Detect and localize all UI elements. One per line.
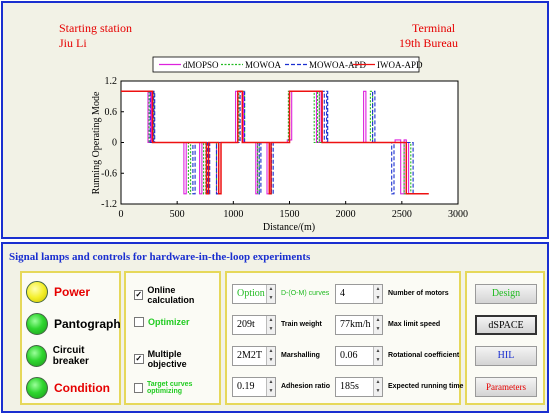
legend-label: IWOA-APD [377,60,423,70]
circuit-breaker-lamp-icon [26,345,47,367]
series-layer [121,90,429,195]
max-speed-spinner-icon[interactable]: ▲ ▼ [373,316,382,334]
marshalling-label: Marshalling [281,352,320,359]
y-tick-label: -0.6 [101,168,117,179]
lamp-pantograph: Pantograph [26,313,121,335]
motors-spinner-icon[interactable]: ▲ ▼ [373,285,382,303]
curves-label: D-(O-M) curves [281,290,330,297]
series-line-mowoa-apd [121,90,423,195]
controls-title: Signal lamps and controls for hardware-i… [9,251,311,263]
marshalling-field[interactable]: 2M2T ▲ ▼ [232,346,276,366]
train-weight-label: Train weight [281,321,322,328]
x-tick-label: 1000 [223,209,243,220]
design-button[interactable]: Design [475,284,537,304]
check-optimizer[interactable]: Optimizer [134,317,190,327]
bottom-panel: Signal lamps and controls for hardware-i… [1,242,549,413]
y-tick-label: 0.6 [105,107,118,118]
running-time-value: 185s [340,381,359,392]
terminal-block: Terminal 19th Bureau [399,21,458,51]
condition-lamp-icon [26,377,48,399]
adhesion-spinner-icon[interactable]: ▲ ▼ [266,378,275,396]
check-multiple-objective[interactable]: ✓ Multiple objective [134,349,219,369]
check-online-calculation[interactable]: ✓ Online calculation [134,285,219,305]
starting-station-block: Starting station Jiu Li [59,21,132,51]
legend-label: dMOPSO [183,60,219,70]
rotational-coefficient-field[interactable]: 0.06 ▲ ▼ [335,346,383,366]
marshalling-spinner-icon[interactable]: ▲ ▼ [266,347,275,365]
running-time-spinner-icon[interactable]: ▲ ▼ [373,378,382,396]
lamp-condition: Condition [26,377,110,399]
online-calculation-label: Online calculation [147,285,195,305]
hil-button[interactable]: HIL [475,346,537,366]
legend-entries: dMOPSO MOWOA MOWOA-APD IWOA-APD [159,60,423,70]
x-tick-label: 1500 [280,209,300,220]
adhesion-ratio-field[interactable]: 0.19 ▲ ▼ [232,377,276,397]
multiple-objective-label: Multiple objective [147,349,187,369]
max-speed-value: 77km/h [340,319,371,330]
option-dropdown-icon[interactable]: ▲ ▼ [266,285,275,303]
adhesion-ratio-value: 0.19 [237,381,255,392]
optimizer-label: Optimizer [148,317,190,327]
dspace-button[interactable]: dSPACE [475,315,537,335]
terminal-label: Terminal [412,21,456,35]
x-axis-label: Distance/(m) [263,222,315,233]
marshalling-value: 2M2T [237,350,262,361]
max-speed-label: Max limit speed [388,321,441,328]
running-time-label: Expected running time [388,383,464,390]
target-curves-checkbox[interactable] [134,383,143,393]
starting-station-name: Jiu Li [59,36,87,50]
max-speed-field[interactable]: 77km/h ▲ ▼ [335,315,383,335]
pantograph-lamp-icon [26,313,48,335]
online-calculation-checkbox[interactable]: ✓ [134,290,144,300]
train-weight-field[interactable]: 209t ▲ ▼ [232,315,276,335]
operating-mode-chart: 0 500 1000 1500 2000 2500 3000 1.2 0.6 0 -0.6 -1.2… [91,56,468,233]
running-time-field[interactable]: 185s ▲ ▼ [335,377,383,397]
signal-lamps-box: Power Pantograph Circuit breaker Conditi… [20,271,121,405]
option-select[interactable]: Option 2 ▲ ▼ [232,284,276,304]
y-tick-label: 0 [112,138,117,149]
motors-label: Number of motors [388,290,449,297]
parameters-box: Option 2 ▲ ▼ D-(O-M) curves 4 ▲ ▼ Number o… [225,271,464,405]
lamp-pantograph-label: Pantograph [54,317,121,331]
x-tick-label: 3000 [448,209,468,220]
optimizer-checkbox[interactable] [134,317,144,327]
rotational-coefficient-value: 0.06 [340,350,358,361]
motors-value: 4 [340,288,345,299]
train-weight-spinner-icon[interactable]: ▲ ▼ [266,316,275,334]
lamp-circuit-breaker: Circuit breaker [26,345,119,367]
motors-field[interactable]: 4 ▲ ▼ [335,284,383,304]
buttons-box: Design dSPACE HIL Parameters [465,271,545,405]
multiple-objective-checkbox[interactable]: ✓ [134,354,144,364]
adhesion-ratio-label: Adhesion ratio [281,383,331,390]
train-weight-value: 209t [237,319,255,330]
starting-station-label: Starting station [59,21,132,35]
lamp-circuit-breaker-label: Circuit breaker [52,345,89,367]
y-tick-label: 1.2 [105,76,118,87]
lamp-power: Power [26,281,90,303]
y-tick-label: -1.2 [101,199,117,210]
power-lamp-icon [26,281,48,303]
y-axis-label: Running Operating Mode [91,91,102,194]
option-select-value: Option 2 [237,288,273,299]
target-curves-label: Target curves optimizing [147,381,193,395]
series-line-iwoa-apd [121,90,429,195]
options-box: ✓ Online calculation Optimizer ✓ Multipl… [124,271,221,405]
series-line-dmopso [121,90,423,195]
top-panel: Starting station Jiu Li Terminal 19th Bu… [1,1,549,239]
legend-label: MOWOA-APD [309,60,366,70]
x-tick-label: 500 [170,209,185,220]
terminal-name: 19th Bureau [399,36,458,50]
check-target-curves[interactable]: Target curves optimizing [134,381,219,395]
lamp-power-label: Power [54,285,91,299]
rotational-spinner-icon[interactable]: ▲ ▼ [373,347,382,365]
lamp-condition-label: Condition [54,381,110,395]
x-tick-label: 2500 [392,209,412,220]
rotational-coefficient-label: Rotational coefficient [388,352,460,359]
parameters-button[interactable]: Parameters [475,377,537,397]
x-tick-label: 0 [119,209,124,220]
x-tick-label: 2000 [336,209,356,220]
y-axis: 1.2 0.6 0 -0.6 -1.2 [101,76,124,210]
legend-label: MOWOA [245,60,281,70]
